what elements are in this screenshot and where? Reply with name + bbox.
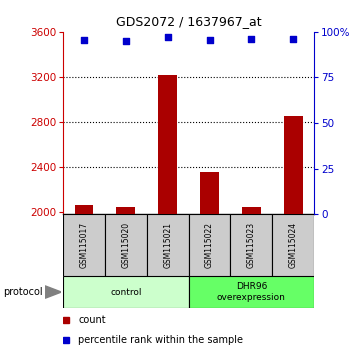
Text: GSM115020: GSM115020 [121, 222, 130, 268]
Text: count: count [78, 315, 106, 325]
Text: GSM115023: GSM115023 [247, 222, 256, 268]
Bar [200, 172, 219, 214]
Bar [105, 214, 147, 276]
Point [165, 34, 171, 40]
Bar [188, 276, 314, 308]
Point [81, 37, 87, 43]
Bar [63, 214, 105, 276]
Polygon shape [45, 286, 61, 298]
Text: GSM115022: GSM115022 [205, 222, 214, 268]
Bar [284, 116, 303, 214]
Bar [230, 214, 272, 276]
Bar [75, 205, 93, 214]
Bar [242, 207, 261, 214]
Bar [63, 276, 188, 308]
Bar [147, 214, 188, 276]
Text: DHR96
overexpression: DHR96 overexpression [217, 282, 286, 302]
Bar [188, 214, 230, 276]
Text: protocol: protocol [4, 287, 43, 297]
Text: GSM115024: GSM115024 [289, 222, 298, 268]
Point [123, 38, 129, 44]
Bar [158, 75, 177, 214]
Bar [272, 214, 314, 276]
Text: GSM115021: GSM115021 [163, 222, 172, 268]
Text: GSM115017: GSM115017 [79, 222, 88, 268]
Text: percentile rank within the sample: percentile rank within the sample [78, 335, 243, 345]
Text: control: control [110, 287, 142, 297]
Bar [117, 207, 135, 214]
Point [248, 36, 254, 42]
Point [206, 37, 212, 43]
Point [290, 36, 296, 42]
Title: GDS2072 / 1637967_at: GDS2072 / 1637967_at [116, 15, 261, 28]
